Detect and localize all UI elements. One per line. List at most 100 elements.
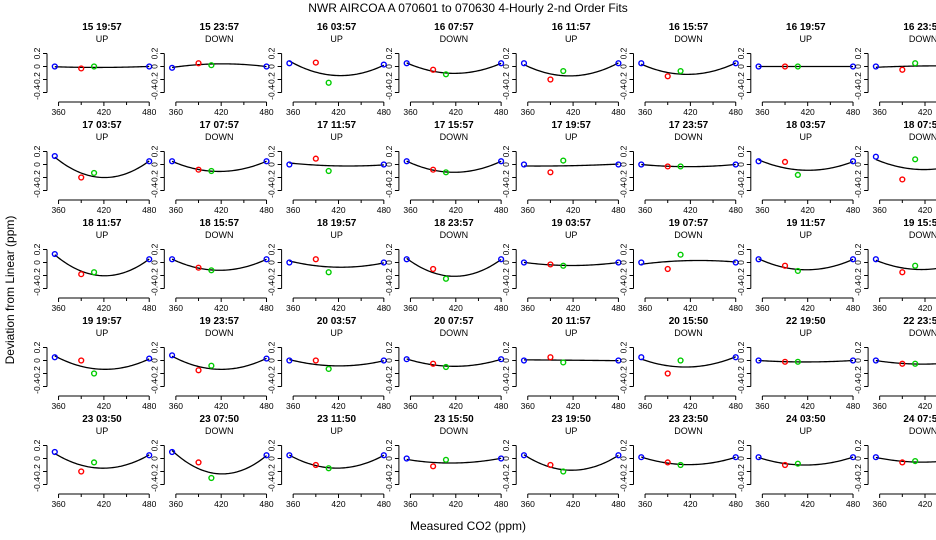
x-tick-label: 360 bbox=[638, 205, 652, 215]
data-point bbox=[286, 357, 293, 364]
y-tick-label: 0 bbox=[149, 260, 159, 265]
data-point bbox=[51, 63, 58, 70]
y-tick-label: 0.2 bbox=[384, 341, 394, 353]
x-tick-label: 360 bbox=[873, 499, 887, 509]
x-tick-label: 360 bbox=[638, 499, 652, 509]
x-tick-label: 420 bbox=[918, 499, 932, 509]
y-tick-label: -0.4 bbox=[736, 281, 746, 296]
y-tick-label: -0.2 bbox=[32, 366, 42, 381]
panel-title: 23 11:50 bbox=[317, 414, 356, 425]
y-tick-label: -0.2 bbox=[619, 366, 629, 381]
y-tick-label: -0.2 bbox=[736, 366, 746, 381]
data-point bbox=[325, 465, 332, 472]
y-tick-label: -0.2 bbox=[267, 464, 277, 479]
x-tick-label: 360 bbox=[169, 401, 183, 411]
y-tick-label: -0.2 bbox=[501, 72, 511, 87]
fit-curve bbox=[875, 456, 936, 463]
y-tick-label: 0 bbox=[267, 162, 277, 167]
fit-curve bbox=[171, 160, 267, 173]
data-point bbox=[263, 63, 270, 70]
data-point bbox=[380, 259, 387, 266]
panel-direction: DOWN bbox=[440, 230, 469, 240]
y-tick-label: 0 bbox=[149, 162, 159, 167]
panel-title: 16 11:57 bbox=[552, 22, 591, 33]
x-tick-label: 360 bbox=[755, 401, 769, 411]
data-point bbox=[442, 275, 450, 282]
y-tick-label: -0.2 bbox=[32, 464, 42, 479]
panel-direction: DOWN bbox=[909, 230, 936, 240]
x-tick-label: 360 bbox=[403, 107, 417, 117]
y-tick-label: -0.2 bbox=[267, 366, 277, 381]
x-tick-label: 420 bbox=[449, 303, 463, 313]
y-tick-label: -0.2 bbox=[149, 170, 159, 185]
x-tick-label: 480 bbox=[259, 401, 273, 411]
data-point bbox=[547, 169, 554, 176]
y-tick-label: 0.2 bbox=[736, 145, 746, 157]
x-tick-label: 420 bbox=[97, 499, 111, 509]
fit-curve bbox=[54, 254, 150, 277]
panel-direction: UP bbox=[96, 426, 109, 436]
y-tick-label: 0.2 bbox=[267, 243, 277, 255]
x-tick-label: 480 bbox=[611, 205, 625, 215]
y-tick-label: -0.2 bbox=[736, 268, 746, 283]
x-tick-label: 420 bbox=[566, 303, 580, 313]
y-tick-label: 0.2 bbox=[149, 47, 159, 59]
panel-direction: DOWN bbox=[909, 426, 936, 436]
y-tick-label: 0 bbox=[853, 64, 863, 69]
y-tick-label: -0.4 bbox=[267, 183, 277, 198]
panel-title: 16 03:57 bbox=[317, 22, 357, 33]
data-point bbox=[794, 171, 801, 179]
x-tick-label: 480 bbox=[259, 303, 273, 313]
fit-curve bbox=[758, 456, 854, 466]
y-tick-label: -0.4 bbox=[149, 85, 159, 100]
panel-direction: UP bbox=[800, 34, 813, 44]
fit-curve bbox=[875, 259, 936, 271]
y-tick-label: -0.4 bbox=[501, 183, 511, 198]
data-point bbox=[547, 261, 554, 268]
y-tick-label: 0.2 bbox=[853, 145, 863, 157]
panel-direction: DOWN bbox=[205, 328, 234, 338]
y-tick-label: 0.2 bbox=[267, 439, 277, 451]
panel-title: 16 15:57 bbox=[669, 22, 709, 33]
y-tick-label: 0 bbox=[267, 64, 277, 69]
fit-curve bbox=[641, 259, 736, 265]
y-tick-label: 0 bbox=[736, 162, 746, 167]
fit-curve bbox=[875, 359, 936, 365]
y-tick-label: 0.2 bbox=[736, 243, 746, 255]
x-tick-label: 480 bbox=[377, 107, 391, 117]
data-point bbox=[638, 354, 645, 361]
x-tick-label: 480 bbox=[142, 499, 156, 509]
x-tick-label: 420 bbox=[683, 499, 697, 509]
panel-title: 23 19:50 bbox=[551, 414, 591, 425]
data-point bbox=[78, 174, 85, 181]
data-point bbox=[755, 63, 762, 70]
data-point bbox=[312, 461, 319, 469]
data-point bbox=[912, 156, 919, 163]
y-tick-label: 0.2 bbox=[32, 243, 42, 255]
y-tick-label: 0.2 bbox=[384, 47, 394, 59]
data-point bbox=[286, 259, 293, 266]
panel-title: 22 19:50 bbox=[786, 316, 826, 327]
y-tick-label: 0.2 bbox=[501, 243, 511, 255]
data-point bbox=[403, 158, 410, 165]
data-point bbox=[732, 161, 739, 168]
panel-direction: DOWN bbox=[674, 34, 703, 44]
x-tick-label: 480 bbox=[142, 205, 156, 215]
data-point bbox=[872, 454, 879, 461]
y-tick-label: 0.2 bbox=[853, 243, 863, 255]
x-tick-label: 480 bbox=[142, 303, 156, 313]
panel-direction: DOWN bbox=[674, 328, 703, 338]
data-point bbox=[325, 167, 332, 175]
data-point bbox=[286, 161, 293, 168]
data-point bbox=[732, 354, 739, 361]
panel-direction: UP bbox=[800, 328, 813, 338]
data-point bbox=[794, 358, 801, 365]
panel-direction: UP bbox=[565, 34, 578, 44]
